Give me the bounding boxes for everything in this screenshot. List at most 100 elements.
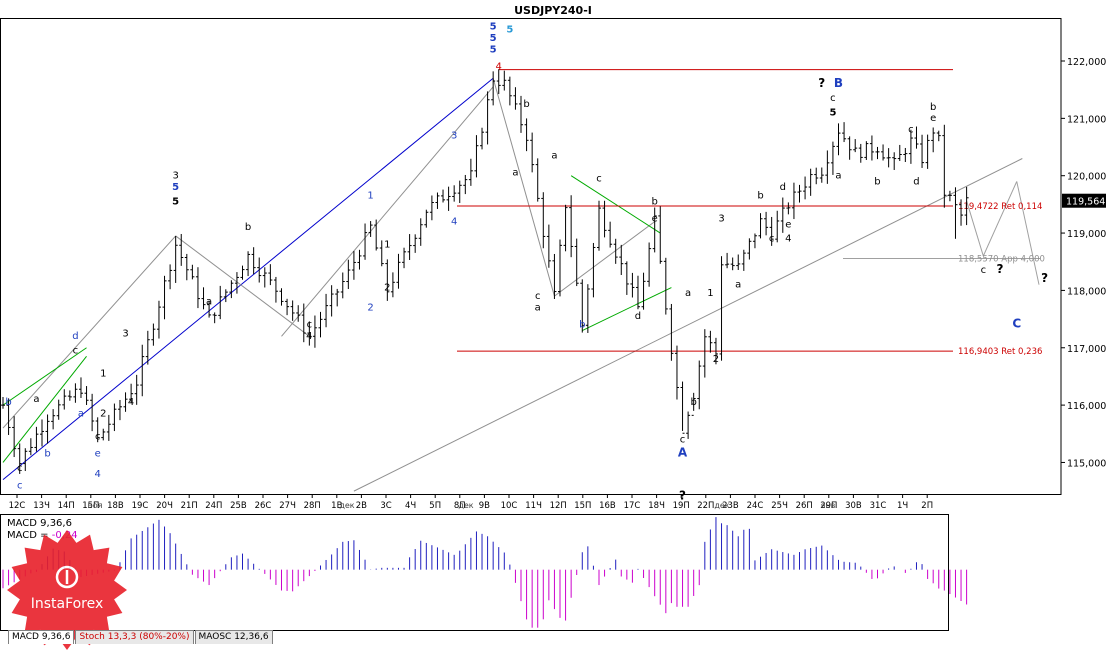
price-tick-label: 121,000: [1067, 114, 1106, 125]
time-tick-label: 30В: [845, 501, 862, 511]
tab-macd[interactable]: MACD 9,36,6: [8, 630, 75, 644]
ohlc-bar: [413, 234, 418, 253]
ohlc-bar: [747, 238, 752, 260]
ohlc-bar: [156, 300, 161, 339]
time-tick-label: 21П: [181, 501, 198, 511]
instaforex-badge: InstaForex: [7, 530, 127, 650]
ohlc-bar: [697, 360, 702, 410]
badge-logo-ring: [55, 565, 79, 589]
wave-label: 1: [707, 288, 713, 299]
ohlc-bar: [351, 251, 356, 280]
ohlc-bar: [195, 267, 200, 309]
ohlc-bar: [457, 180, 462, 203]
ohlc-bar: [329, 285, 334, 317]
ohlc-bar: [886, 148, 891, 168]
price-tick-label: 116,000: [1067, 401, 1106, 412]
time-tick-label: 11Ч: [525, 501, 542, 511]
ohlc-bar: [669, 303, 674, 361]
time-tick-label: 3С: [380, 501, 391, 511]
time-tick-label: 2В: [356, 501, 367, 511]
price-tick-label: 122,000: [1067, 57, 1106, 68]
wave-label: b: [523, 99, 529, 110]
time-tick-label: 23В: [722, 501, 739, 511]
wave-label: e: [652, 214, 658, 225]
time-tick-label: 25В: [230, 501, 247, 511]
time-tick-label: 12С: [9, 501, 26, 511]
ohlc-bar: [307, 321, 312, 346]
ohlc-bar: [596, 200, 601, 251]
ohlc-bar: [240, 265, 245, 280]
ohlc-bar: [680, 381, 685, 434]
wave-label: e: [95, 449, 101, 460]
ohlc-bar: [363, 223, 368, 260]
wave-label: 2: [367, 302, 373, 313]
ohlc-bar: [173, 235, 178, 283]
current-price-label: 119,564: [1066, 197, 1105, 208]
level-label-app: 118,5570 App 4,000: [958, 254, 1045, 264]
wave-label: c: [596, 173, 602, 184]
ohlc-bar: [624, 261, 629, 295]
ohlc-bar: [491, 71, 496, 106]
time-tick-label: 12П: [550, 501, 567, 511]
ohlc-bar: [73, 383, 78, 403]
wave-label: a: [551, 151, 557, 162]
ohlc-bar: [546, 224, 551, 268]
ohlc-bar: [229, 280, 234, 299]
time-tick-label: 26С: [255, 501, 272, 511]
wave-label: c: [830, 93, 836, 104]
time-tick-label: 8П: [454, 501, 466, 511]
wave-label: 5: [829, 107, 836, 118]
ohlc-bar: [658, 206, 663, 264]
month-label: дек: [714, 501, 729, 510]
ohlc-bar: [892, 152, 897, 170]
trendline-blue: [2, 77, 494, 481]
time-tick-label: 20Ч: [156, 501, 173, 511]
ohlc-bar: [179, 233, 184, 266]
tab-stoch[interactable]: Stoch 13,3,3 (80%-20%): [75, 630, 194, 644]
wave-label: a: [206, 297, 212, 308]
wave-label: e: [930, 113, 936, 124]
ohlc-bar: [691, 392, 696, 416]
wave-line-c: [492, 78, 555, 297]
ohlc-bar: [931, 127, 936, 153]
ohlc-bar: [647, 242, 652, 287]
trendline-grey-lower: [353, 158, 1023, 492]
ohlc-bar: [12, 416, 17, 458]
ohlc-bar: [764, 211, 769, 236]
time-tick-label: 15П: [574, 501, 591, 511]
wave-label: a: [78, 409, 84, 420]
ohlc-bar: [942, 124, 947, 208]
wave-label: 1: [384, 239, 390, 250]
ohlc-bar: [301, 303, 306, 343]
wave-label: c: [307, 320, 313, 331]
ohlc-bar: [402, 247, 407, 269]
wave-line-a: [175, 235, 310, 337]
time-tick-label: 14П: [58, 501, 75, 511]
ohlc-bar: [558, 239, 562, 297]
wave-label: b: [5, 397, 11, 408]
ohlc-bar: [168, 264, 173, 290]
tab-maosc[interactable]: MAOSC 12,36,6: [194, 630, 273, 644]
ohlc-bar: [140, 344, 145, 397]
ohlc-bar: [290, 300, 295, 321]
ohlc-bar: [407, 234, 412, 260]
wave-label: ?: [679, 489, 686, 503]
ohlc-bar: [51, 409, 56, 430]
price-tick-label: 119,000: [1067, 229, 1106, 240]
ohlc-bar: [207, 300, 212, 318]
ohlc-bar: [535, 158, 540, 202]
ohlc-bar: [78, 377, 83, 398]
ohlc-bar: [752, 233, 757, 249]
price-tick-label: 118,000: [1067, 286, 1106, 297]
wave-label: ?: [1041, 271, 1048, 285]
ohlc-bar: [90, 393, 95, 432]
ohlc-bar: [786, 202, 791, 215]
ohlc-bar: [424, 209, 429, 228]
price-bars: [1, 69, 969, 474]
ohlc-bar: [212, 312, 217, 324]
wave-label: b: [691, 397, 697, 408]
ohlc-bar: [84, 386, 89, 405]
wave-line-b: [2, 235, 177, 429]
month-label: янв: [821, 501, 836, 510]
